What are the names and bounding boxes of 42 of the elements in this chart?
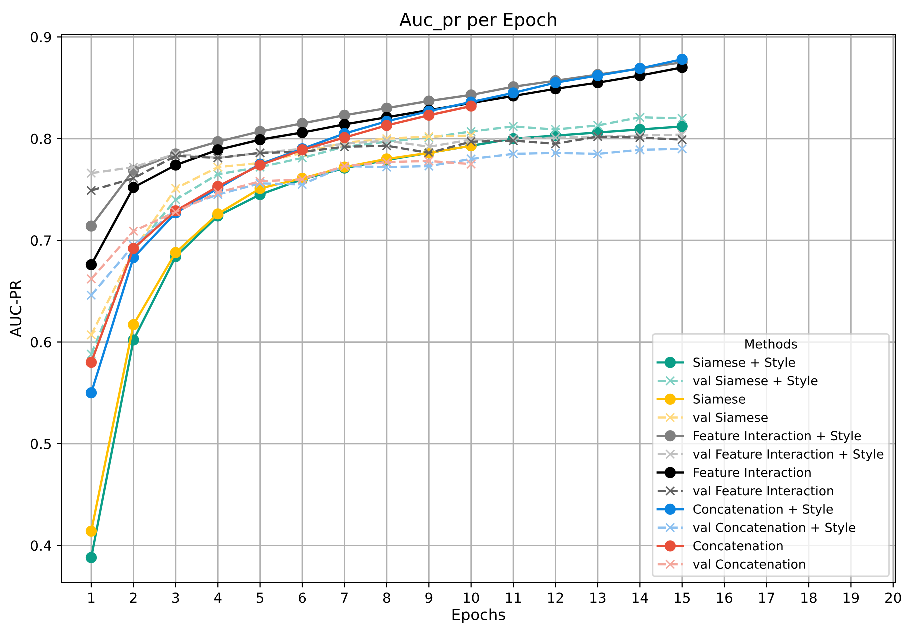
x-tick-label: 3	[172, 592, 180, 604]
x-tick-label: 9	[426, 592, 433, 604]
legend-label: val Siamese	[693, 412, 768, 422]
x-tick-label: 7	[341, 592, 348, 604]
legend-label: val Siamese + Style	[693, 376, 818, 388]
x-tick-label: 8	[383, 592, 390, 604]
legend-label: val Concatenation + Style	[693, 522, 856, 535]
y-tick-label: 0.5	[31, 438, 52, 450]
x-tick-label: 17	[759, 592, 774, 604]
x-tick-label: 11	[506, 592, 522, 604]
legend-label: Feature Interaction + Style	[694, 430, 862, 444]
legend-label: val Feature Interaction + Style	[693, 449, 884, 462]
x-tick-label: 5	[256, 592, 264, 604]
x-tick-label: 15	[675, 592, 690, 604]
legend-label: val Feature Interaction	[693, 486, 834, 496]
legend-label: Concatenation	[694, 541, 783, 551]
legend-title: Methods	[746, 339, 798, 349]
x-tick-label: 1	[88, 592, 95, 604]
x-tick-label: 20	[886, 592, 902, 604]
legend-label: Siamese + Style	[694, 358, 796, 370]
y-axis-title: AUC-PR	[10, 280, 22, 338]
legend-label: Concatenation + Style	[694, 504, 834, 516]
x-tick-label: 10	[464, 592, 480, 604]
y-tick-label: 0.7	[31, 236, 52, 246]
x-axis-title: Epochs	[452, 608, 506, 624]
x-tick-label: 19	[844, 592, 860, 604]
x-tick-label: 13	[590, 592, 606, 604]
legend-label: val Concatenation	[693, 559, 806, 570]
x-tick-label: 4	[214, 592, 222, 604]
y-tick-label: 0.9	[31, 32, 52, 43]
legend-label: Feature Interaction	[694, 468, 811, 478]
x-tick-label: 18	[802, 592, 817, 604]
y-tick-label: 0.6	[31, 337, 52, 348]
x-tick-label: 6	[299, 592, 306, 604]
x-tick-label: 2	[130, 592, 137, 604]
x-tick-label: 12	[548, 592, 564, 604]
y-tick-label: 0.8	[31, 134, 52, 144]
x-tick-label: 16	[717, 592, 733, 604]
x-tick-label: 14	[632, 592, 648, 604]
chart-title: Auc_pr per Epoch	[400, 12, 556, 31]
legend-label: Siamese	[694, 394, 746, 404]
y-tick-label: 0.4	[31, 540, 52, 552]
